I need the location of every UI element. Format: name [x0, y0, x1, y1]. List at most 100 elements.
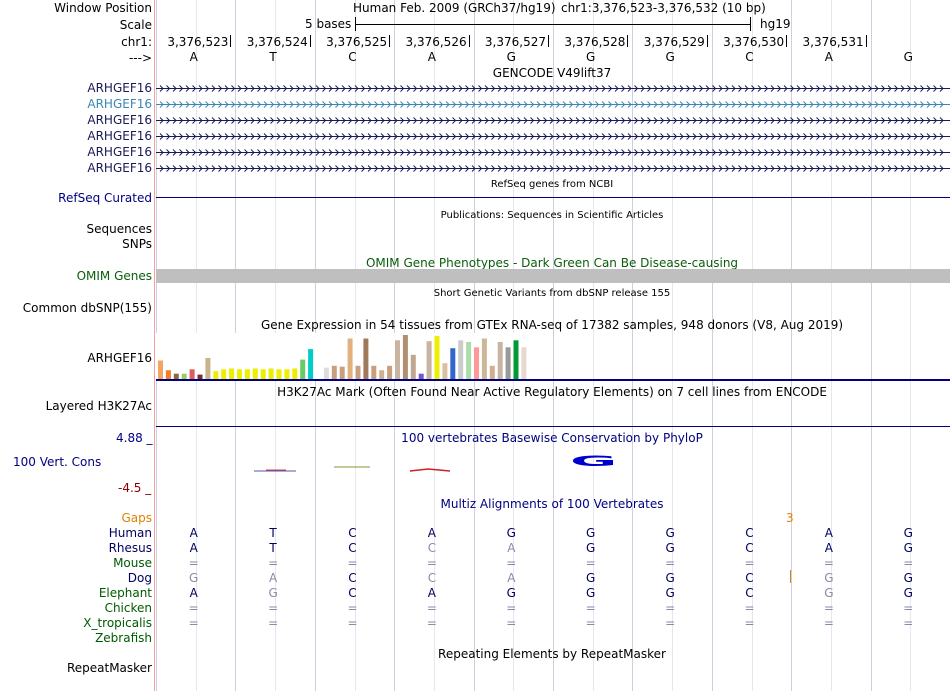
- gtex-tissue-bar[interactable]: [466, 342, 472, 379]
- gtex-tissue-bar[interactable]: [244, 369, 250, 379]
- gtex-tissue-bar[interactable]: [181, 373, 187, 379]
- gtex-tissue-bar[interactable]: [284, 369, 290, 379]
- coordinate-tick: [865, 35, 867, 47]
- gencode-gene-label[interactable]: ARHGEF16: [87, 145, 152, 159]
- gtex-tissue-bar[interactable]: [458, 340, 464, 379]
- species-label[interactable]: Chicken: [104, 601, 152, 615]
- gtex-tissue-bar[interactable]: [189, 369, 195, 379]
- alignment-base: =: [665, 601, 676, 615]
- alignment-base: =: [585, 556, 596, 570]
- gtex-tissue-bar[interactable]: [489, 365, 495, 379]
- alignment-base: =: [903, 601, 914, 615]
- gtex-tissue-bar[interactable]: [260, 369, 266, 379]
- gencode-gene-label[interactable]: ARHGEF16: [87, 113, 152, 127]
- gtex-tissue-bar[interactable]: [213, 371, 219, 379]
- gene-strand-arrows[interactable]: [156, 99, 950, 110]
- species-label[interactable]: Elephant: [98, 586, 152, 600]
- gtex-tissue-bar[interactable]: [276, 369, 282, 379]
- gtex-tissue-bar[interactable]: [434, 335, 440, 379]
- gaps-label[interactable]: Gaps: [121, 511, 152, 525]
- gtex-tissue-bar[interactable]: [221, 369, 227, 379]
- repeatmasker-label[interactable]: RepeatMasker: [66, 661, 152, 675]
- gtex-tissue-bar[interactable]: [300, 359, 306, 379]
- gtex-tissue-bar[interactable]: [165, 370, 171, 379]
- species-label[interactable]: Zebrafish: [95, 631, 152, 645]
- gencode-gene-label[interactable]: ARHGEF16: [87, 97, 152, 111]
- gene-strand-arrows[interactable]: [156, 147, 950, 158]
- snps-label[interactable]: SNPs: [122, 237, 152, 251]
- gtex-tissue-bar[interactable]: [339, 366, 345, 379]
- gtex-tissue-bar[interactable]: [331, 365, 337, 379]
- gtex-tissue-bar[interactable]: [292, 368, 298, 379]
- gtex-tissue-bar[interactable]: [229, 368, 235, 379]
- omim-label[interactable]: OMIM Genes: [76, 269, 152, 283]
- gene-strand-arrows[interactable]: [156, 115, 950, 126]
- gene-strand-arrows[interactable]: [156, 83, 950, 94]
- conservation-label[interactable]: 100 Vert. Cons: [13, 455, 102, 469]
- gtex-tissue-bar[interactable]: [379, 370, 385, 379]
- gtex-tissue-bar[interactable]: [474, 347, 479, 379]
- gtex-tissue-bar[interactable]: [323, 367, 329, 379]
- gtex-tissue-bar[interactable]: [308, 349, 314, 379]
- gene-strand-arrows[interactable]: [156, 131, 950, 142]
- base-letter: A: [189, 50, 198, 64]
- species-label[interactable]: Mouse: [113, 556, 152, 570]
- gtex-tissue-bar[interactable]: [497, 342, 503, 379]
- coordinate-tick-label: 3,376,531: [802, 35, 864, 49]
- gtex-tissue-bar[interactable]: [450, 348, 456, 379]
- gtex-label[interactable]: ARHGEF16: [87, 351, 152, 365]
- gtex-tissue-bar[interactable]: [268, 368, 274, 379]
- alignment-base: C: [348, 541, 357, 555]
- coordinate-tick-label: 3,376,527: [484, 35, 546, 49]
- guide-line: [910, 0, 912, 691]
- gtex-tissue-bar[interactable]: [205, 357, 211, 379]
- gtex-tissue-bar[interactable]: [197, 374, 203, 379]
- base-letter: T: [269, 50, 277, 64]
- gtex-bar-chart[interactable]: [156, 333, 534, 380]
- gene-strand-arrows[interactable]: [156, 163, 950, 174]
- refseq-line: [156, 197, 950, 198]
- gtex-title: Gene Expression in 54 tissues from GTEx …: [260, 318, 844, 332]
- species-label[interactable]: Rhesus: [108, 541, 152, 555]
- scale-label: Scale: [119, 18, 152, 32]
- gtex-tissue-bar[interactable]: [395, 340, 400, 379]
- alignment-base: =: [506, 601, 517, 615]
- gencode-gene-label[interactable]: ARHGEF16: [87, 81, 152, 95]
- gtex-tissue-bar[interactable]: [347, 338, 353, 380]
- alignment-base: A: [824, 526, 833, 540]
- gtex-tissue-bar[interactable]: [387, 365, 393, 379]
- h3k27ac-label[interactable]: Layered H3K27Ac: [45, 399, 152, 413]
- gtex-tissue-bar[interactable]: [521, 347, 527, 379]
- gencode-gene-label[interactable]: ARHGEF16: [87, 129, 152, 143]
- alignment-base: G: [903, 526, 913, 540]
- alignment-base: =: [823, 556, 834, 570]
- refseq-label[interactable]: RefSeq Curated: [58, 191, 152, 205]
- coordinate-tick: [230, 35, 232, 47]
- gtex-tissue-bar[interactable]: [418, 373, 424, 379]
- gtex-tissue-bar[interactable]: [442, 363, 448, 379]
- publications-label[interactable]: Sequences: [86, 222, 152, 236]
- gtex-tissue-bar[interactable]: [363, 338, 369, 380]
- base-letter: G: [665, 50, 675, 64]
- omim-gene-bar[interactable]: [156, 269, 950, 283]
- gtex-tissue-bar[interactable]: [173, 373, 179, 379]
- alignment-base: =: [188, 601, 199, 615]
- gtex-tissue-bar[interactable]: [252, 368, 258, 379]
- gtex-tissue-bar[interactable]: [355, 365, 361, 379]
- gtex-tissue-bar[interactable]: [237, 369, 242, 379]
- gtex-tissue-bar[interactable]: [481, 338, 487, 380]
- gencode-gene-label[interactable]: ARHGEF16: [87, 161, 152, 175]
- gtex-tissue-bar[interactable]: [410, 354, 416, 379]
- gtex-tissue-bar[interactable]: [402, 335, 408, 379]
- gtex-tissue-bar[interactable]: [505, 347, 511, 379]
- species-label[interactable]: Human: [108, 526, 152, 540]
- gtex-tissue-bar[interactable]: [426, 341, 432, 379]
- species-label[interactable]: X_tropicalis: [83, 616, 152, 630]
- gtex-tissue-bar[interactable]: [513, 340, 519, 379]
- species-label[interactable]: Dog: [127, 571, 152, 585]
- dbsnp-label[interactable]: Common dbSNP(155): [22, 301, 152, 315]
- conservation-logo: G: [570, 451, 614, 471]
- alignment-base: G: [824, 571, 834, 585]
- gtex-tissue-bar[interactable]: [371, 365, 377, 379]
- gtex-tissue-bar[interactable]: [158, 360, 163, 380]
